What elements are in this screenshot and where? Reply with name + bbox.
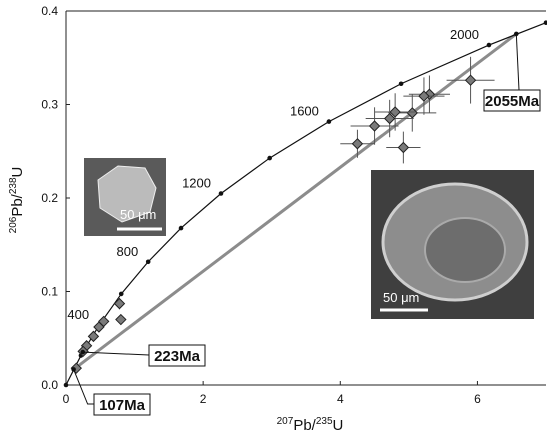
leader-line bbox=[516, 34, 519, 90]
x-tick-label: 6 bbox=[474, 392, 481, 406]
x-tick-label: 0 bbox=[63, 392, 70, 406]
crystal-zoning bbox=[425, 218, 505, 282]
scale-label: 50 μm bbox=[383, 290, 419, 305]
age-label: 400 bbox=[67, 307, 89, 322]
concordia-point bbox=[487, 43, 492, 48]
concordia-point bbox=[64, 383, 69, 388]
concordia-point bbox=[146, 259, 151, 264]
data-point bbox=[352, 139, 362, 149]
intercept-label: 2055Ma bbox=[485, 93, 540, 110]
data-point bbox=[398, 143, 408, 153]
y-tick-label: 0.4 bbox=[41, 4, 58, 18]
y-tick-label: 0.0 bbox=[41, 378, 58, 392]
age-label: 2000 bbox=[450, 27, 479, 42]
y-tick-label: 0.2 bbox=[41, 191, 58, 205]
age-label: 800 bbox=[117, 244, 139, 259]
concordia-point bbox=[399, 81, 404, 86]
y-tick-label: 0.1 bbox=[41, 285, 58, 299]
data-point bbox=[370, 121, 380, 131]
age-label: 1600 bbox=[290, 104, 319, 119]
concordia-point bbox=[267, 156, 272, 161]
age-label: 1200 bbox=[182, 176, 211, 191]
leader-line bbox=[74, 369, 94, 404]
data-point bbox=[466, 75, 476, 85]
concordia-point bbox=[219, 191, 224, 196]
y-tick-label: 0.3 bbox=[41, 98, 58, 112]
concordia-point bbox=[327, 119, 332, 124]
data-point bbox=[114, 299, 124, 309]
x-axis-label: 207Pb/235U bbox=[277, 416, 344, 434]
data-point bbox=[116, 315, 126, 325]
concordia-point bbox=[179, 226, 184, 231]
scale-label: 50 μm bbox=[120, 207, 156, 222]
x-tick-label: 4 bbox=[337, 392, 344, 406]
intercept-label: 107Ma bbox=[99, 397, 146, 414]
concordia-point bbox=[119, 292, 124, 297]
y-axis-label: 206Pb/238U bbox=[8, 167, 26, 234]
x-tick-label: 2 bbox=[200, 392, 207, 406]
chart: 50 μm 50 μm 207Pb/235U 206Pb/238U 0.0 0.1… bbox=[0, 0, 547, 439]
intercept-label: 223Ma bbox=[154, 348, 201, 365]
